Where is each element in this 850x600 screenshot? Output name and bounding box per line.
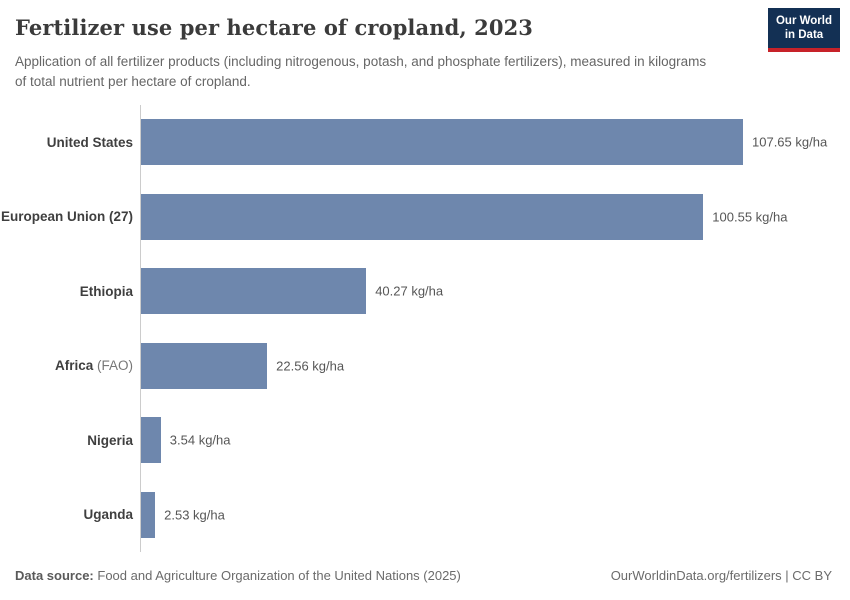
category-label: Nigeria (0, 433, 140, 448)
bar-area: 2.53 kg/ha (140, 478, 850, 553)
value-label: 3.54 kg/ha (169, 432, 231, 448)
value-label: 22.56 kg/ha (276, 358, 345, 374)
chart-row: Uganda 2.53 kg/ha (0, 478, 850, 553)
bar-area: 100.55 kg/ha (140, 180, 850, 255)
bar[interactable] (141, 342, 268, 389)
bar-chart: United States 107.65 kg/ha European Union … (0, 105, 850, 552)
category-label: Ethiopia (0, 284, 140, 299)
category-suffix: (FAO) (93, 358, 133, 374)
chart-row: Nigeria 3.54 kg/ha (0, 403, 850, 478)
chart-footer: Data source: Food and Agriculture Organi… (15, 568, 832, 583)
y-axis-line (140, 105, 141, 552)
data-source-label: Data source: (15, 568, 94, 583)
data-source-value: Food and Agriculture Organization of the… (97, 568, 461, 583)
chart-title: Fertilizer use per hectare of cropland, … (15, 15, 534, 40)
bar-area: 22.56 kg/ha (140, 329, 850, 404)
chart-row: Africa (FAO) 22.56 kg/ha (0, 329, 850, 404)
credit-link[interactable]: OurWorldinData.org/fertilizers | CC BY (610, 568, 832, 583)
chart-rows: United States 107.65 kg/ha European Union … (0, 105, 850, 552)
category-label: European Union (27) (0, 209, 140, 224)
category-name: European Union (27) (0, 209, 133, 225)
bar-area: 107.65 kg/ha (140, 105, 850, 180)
value-label: 100.55 kg/ha (712, 209, 788, 225)
category-name: United States (46, 134, 133, 150)
bar[interactable] (141, 119, 743, 166)
bar-area: 3.54 kg/ha (140, 403, 850, 478)
data-source: Data source: Food and Agriculture Organi… (15, 568, 461, 583)
value-label: 40.27 kg/ha (375, 283, 444, 299)
category-label: Uganda (0, 507, 140, 522)
chart-subtitle: Application of all fertilizer products (… (15, 54, 707, 89)
chart-row: United States 107.65 kg/ha (0, 105, 850, 180)
value-label: 107.65 kg/ha (752, 134, 828, 150)
owid-logo-line2: in Data (784, 29, 824, 41)
bar[interactable] (141, 268, 367, 315)
chart-row: Ethiopia 40.27 kg/ha (0, 254, 850, 329)
bar[interactable] (141, 193, 704, 240)
category-label: Africa (FAO) (0, 358, 140, 373)
category-name: Ethiopia (79, 283, 133, 299)
bar[interactable] (141, 417, 161, 464)
category-name: Nigeria (87, 432, 133, 448)
category-label: United States (0, 135, 140, 150)
category-name: Uganda (83, 507, 133, 523)
value-label: 2.53 kg/ha (164, 507, 225, 523)
bar[interactable] (141, 491, 156, 538)
chart-row: European Union (27) 100.55 kg/ha (0, 180, 850, 255)
owid-logo[interactable]: Our World in Data (768, 8, 840, 52)
category-name: Africa (54, 358, 94, 374)
owid-logo-line1: Our World (775, 15, 832, 27)
bar-area: 40.27 kg/ha (140, 254, 850, 329)
